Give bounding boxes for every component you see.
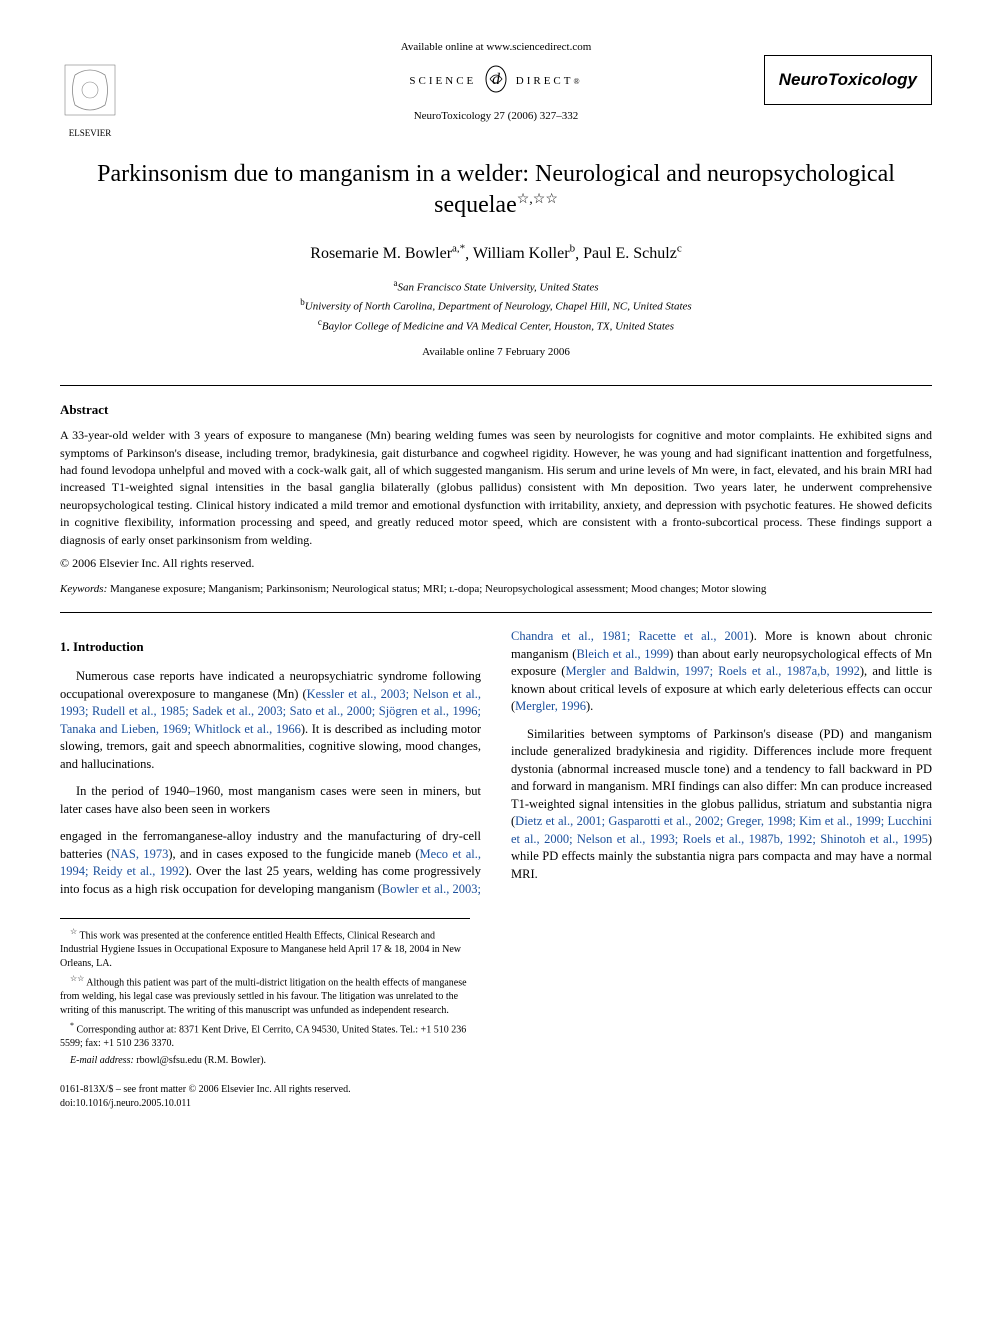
authors-line: Rosemarie M. Bowlera,*, William Kollerb,… — [60, 242, 932, 266]
affiliation-a: aSan Francisco State University, United … — [60, 277, 932, 296]
citation-bleich[interactable]: Bleich et al., 1999 — [576, 647, 669, 661]
citation-mergler1[interactable]: Mergler and Baldwin, 1997; Roels et al.,… — [565, 664, 859, 678]
sciencedirect-d-icon: d — [482, 65, 510, 98]
citation-nas[interactable]: NAS, 1973 — [111, 847, 168, 861]
front-matter-line: 0161-813X/$ – see front matter © 2006 El… — [60, 1083, 932, 1097]
doi-line: doi:10.1016/j.neuro.2005.10.011 — [60, 1097, 932, 1111]
abstract-text: A 33-year-old welder with 3 years of exp… — [60, 427, 932, 549]
footnotes: ☆ This work was presented at the confere… — [60, 918, 470, 1067]
affiliation-c: cBaylor College of Medicine and VA Medic… — [60, 316, 932, 335]
author-3: Paul E. Schulzc — [583, 245, 682, 262]
publication-date: Available online 7 February 2006 — [60, 345, 932, 360]
affiliations: aSan Francisco State University, United … — [60, 277, 932, 334]
divider-bottom — [60, 612, 932, 613]
sd-text-2: DIRECT — [516, 76, 574, 88]
keywords-label: Keywords: — [60, 583, 107, 595]
elsevier-logo: ELSEVIER — [60, 60, 120, 140]
citation-dietz[interactable]: Dietz et al., 2001; Gasparotti et al., 2… — [511, 814, 932, 846]
intro-para-1: Numerous case reports have indicated a n… — [60, 668, 481, 773]
intro-para-4: Similarities between symptoms of Parkins… — [511, 726, 932, 884]
footnote-email: E-mail address: rbowl@sfsu.edu (R.M. Bow… — [60, 1054, 470, 1068]
abstract-copyright: © 2006 Elsevier Inc. All rights reserved… — [60, 555, 932, 572]
journal-reference: NeuroToxicology 27 (2006) 327–332 — [60, 109, 932, 124]
sd-text-1: SCIENCE — [409, 76, 476, 88]
citation-mergler2[interactable]: Mergler, 1996 — [515, 699, 586, 713]
affiliation-b: bUniversity of North Carolina, Departmen… — [60, 296, 932, 315]
body-text: 1. Introduction Numerous case reports ha… — [60, 628, 932, 898]
footnote-1: ☆ This work was presented at the confere… — [60, 927, 470, 970]
svg-text:d: d — [492, 71, 503, 88]
keywords-list: Manganese exposure; Manganism; Parkinson… — [110, 583, 766, 595]
section-1-heading: 1. Introduction — [60, 638, 481, 656]
author-1: Rosemarie M. Bowlera,* — [310, 245, 465, 262]
article-title: Parkinsonism due to manganism in a welde… — [60, 159, 932, 221]
footnote-2: ☆☆ Although this patient was part of the… — [60, 974, 470, 1017]
page-header: ELSEVIER Available online at www.science… — [60, 40, 932, 124]
title-text: Parkinsonism due to manganism in a welde… — [97, 161, 895, 218]
divider-top — [60, 385, 932, 386]
footer: 0161-813X/$ – see front matter © 2006 El… — [60, 1083, 932, 1111]
title-footnote-marks: ☆,☆☆ — [517, 192, 558, 207]
publisher-name: ELSEVIER — [60, 127, 120, 140]
author-2: William Kollerb — [473, 245, 575, 262]
footnote-corresponding: * Corresponding author at: 8371 Kent Dri… — [60, 1021, 470, 1050]
available-online-text: Available online at www.sciencedirect.co… — [60, 40, 932, 55]
journal-name-box: NeuroToxicology — [764, 55, 932, 105]
abstract-heading: Abstract — [60, 401, 932, 419]
intro-para-2: In the period of 1940–1960, most mangani… — [60, 783, 481, 818]
keywords-line: Keywords: Manganese exposure; Manganism;… — [60, 582, 932, 597]
